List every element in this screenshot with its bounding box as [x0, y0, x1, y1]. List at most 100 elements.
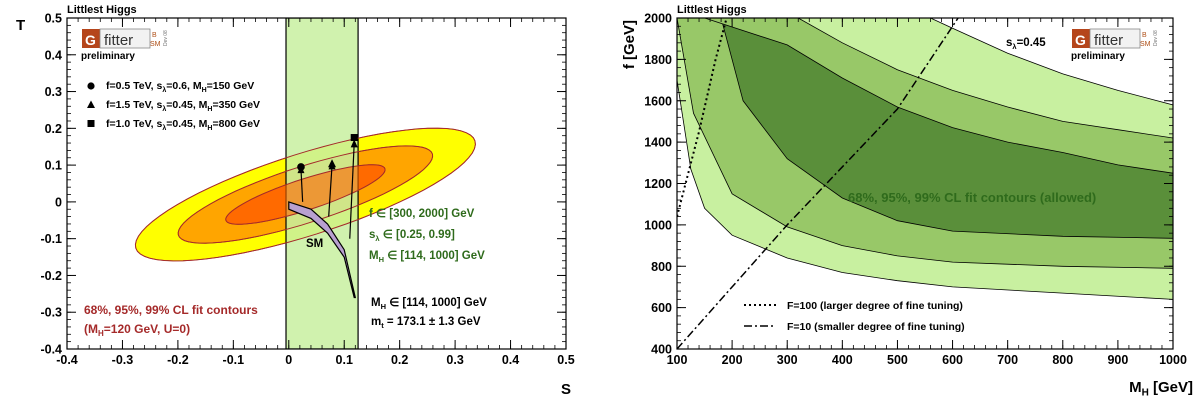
legend-entry-3-e: =800 GeV [212, 118, 260, 130]
left-x-tick-label: 0 [285, 353, 292, 367]
right-x-tick-label: 700 [997, 353, 1018, 367]
sm-param-mt-prefix: m [371, 316, 381, 328]
sm-param-mh-prefix: M [371, 297, 381, 309]
legend-entry-3-b: λ [162, 124, 166, 132]
logo-preliminary: preliminary [81, 51, 135, 62]
range-s-lambda: sλ ∈ [0.25, 0.99] [369, 229, 455, 243]
legend-fine-tuning-10: F=10 (smaller degree of fine tuning) [787, 321, 965, 333]
logo-fitter-text: fitter [104, 32, 133, 49]
logo-fitter-box [99, 28, 151, 49]
left-x-tick-label: -0.1 [223, 353, 245, 367]
right-logo: G fitter B SM Dev 08 preliminary [1071, 28, 1159, 62]
left-chart-title: Littlest Higgs [67, 4, 137, 16]
left-y-tick-label: 0.3 [45, 85, 62, 99]
left-axis-ticks: -0.4 -0.3 -0.2 -0.1 0 0.1 0.2 0.3 0.4 0.5 -0.4 -0.3… [40, 12, 574, 368]
right-y-axis-label: f [GeV] [621, 20, 638, 69]
left-y-tick-label: 0.4 [45, 48, 62, 62]
left-y-tick-label: 0.2 [45, 122, 62, 136]
contour-99-outline [134, 127, 476, 262]
left-y-axis-label: T [16, 17, 25, 34]
left-x-axis-label: S [561, 381, 571, 398]
right-x-tick-label: 400 [832, 353, 853, 367]
left-x-tick-label: 0.4 [502, 353, 519, 367]
legend-entry-2-c: =0.45, M [166, 99, 207, 111]
sm-prediction-band [288, 201, 357, 299]
logo-dev-text: Dev 08 [1153, 30, 1159, 46]
right-y-tick-label: 1400 [644, 136, 672, 150]
left-y-tick-label: -0.2 [40, 269, 62, 283]
legend-entry-1-c: =0.6, M [166, 80, 202, 92]
legend-entry-1-a: f=0.5 TeV, s [106, 80, 162, 92]
left-x-tick-label: -0.3 [112, 353, 134, 367]
point-square [350, 134, 358, 142]
legend-entry-3-d: H [207, 125, 212, 132]
logo-b-text: B [1142, 32, 1147, 39]
range-mh-suffix: ∈ [114, 1000] GeV [384, 250, 485, 262]
logo-g-letter: G [1075, 32, 1086, 48]
right-x-tick-label: 300 [777, 353, 798, 367]
legend-entry-1-b: λ [162, 86, 166, 94]
range-f: f ∈ [300, 2000] GeV [369, 208, 475, 220]
legend-entry-3: f=1.0 TeV, sλ=0.45, MH=800 GeV [106, 118, 260, 132]
legend-marker-square [87, 120, 95, 127]
right-chart-title: Littlest Higgs [677, 4, 747, 16]
right-x-tick-label: 1000 [1159, 353, 1187, 367]
legend-entry-3-a: f=1.0 TeV, s [106, 118, 162, 130]
cl-condition-post: =120 GeV, U=0) [104, 322, 190, 336]
legend-entry-3-c: =0.45, M [166, 118, 207, 130]
legend-entry-2-d: H [207, 106, 212, 113]
s-lambda-sub: λ [1012, 42, 1017, 51]
cl-contours-condition: (MH=120 GeV, U=0) [84, 322, 190, 338]
left-x-tick-label: -0.2 [167, 353, 189, 367]
legend-entry-2-e: =350 GeV [212, 99, 260, 111]
left-y-tick-label: -0.4 [40, 343, 62, 357]
left-logo: G fitter B SM Dev 08 preliminary [81, 28, 169, 62]
right-x-tick-label: 500 [887, 353, 908, 367]
right-x-tick-label: 100 [667, 353, 688, 367]
right-x-tick-label: 600 [942, 353, 963, 367]
point-triangle [328, 159, 337, 168]
logo-g-box [1072, 29, 1090, 48]
left-y-tick-label: -0.1 [40, 232, 62, 246]
right-y-tick-label: 2000 [644, 12, 672, 26]
logo-g-box [82, 29, 100, 48]
range-s-suffix: ∈ [0.25, 0.99] [380, 229, 455, 241]
left-frame [66, 17, 567, 350]
contour-68-outline [225, 164, 386, 225]
logo-fitter-text: fitter [1094, 32, 1123, 49]
left-x-tick-label: 0.2 [391, 353, 408, 367]
right-xlabel-main: M [1129, 379, 1142, 396]
right-y-tick-label: 1000 [644, 218, 672, 232]
right-y-tick-label: 800 [651, 260, 672, 274]
arrow-line-1 [300, 169, 304, 202]
logo-sm-text: SM [150, 41, 161, 48]
left-y-tick-label: 0.1 [45, 159, 62, 173]
logo-dev-text: Dev 08 [163, 30, 169, 46]
left-x-tick-label: 0.1 [336, 353, 353, 367]
right-legend: F=100 (larger degree of fine tuning) F=1… [744, 300, 965, 333]
s-lambda-value: =0.45 [1017, 37, 1047, 49]
cl-condition-sub: H [98, 329, 104, 338]
legend-entry-1-e: =150 GeV [207, 80, 255, 92]
left-x-tick-label: -0.4 [56, 353, 78, 367]
point-circle [297, 163, 305, 171]
s-lambda-main: s [1006, 37, 1012, 49]
arrow-line-3 [349, 143, 355, 239]
right-y-tick-label: 1200 [644, 177, 672, 191]
logo-preliminary: preliminary [1071, 51, 1125, 62]
legend-marker-triangle [87, 100, 95, 108]
cl-condition-pre: (M [84, 322, 98, 336]
right-x-axis-label: MH [GeV] [1129, 379, 1193, 399]
arrow-head-3 [350, 139, 358, 148]
left-x-tick-label: 0.5 [557, 353, 574, 367]
s-lambda-label: sλ=0.45 [1006, 37, 1046, 51]
legend-entry-2-a: f=1.5 TeV, s [106, 99, 162, 111]
sm-param-mt: mt = 173.1 ± 1.3 GeV [371, 316, 481, 330]
right-y-tick-label: 1800 [644, 53, 672, 67]
left-y-tick-label: 0.5 [45, 12, 62, 26]
logo-b-text: B [152, 32, 157, 39]
allowed-contours-label: 68%, 95%, 99% CL fit contours (allowed) [848, 190, 1096, 205]
sm-param-mh-sub: H [381, 302, 386, 311]
legend-fine-tuning-100: F=100 (larger degree of fine tuning) [787, 300, 963, 312]
cl-contours-label: 68%, 95%, 99% CL fit contours [84, 303, 258, 317]
